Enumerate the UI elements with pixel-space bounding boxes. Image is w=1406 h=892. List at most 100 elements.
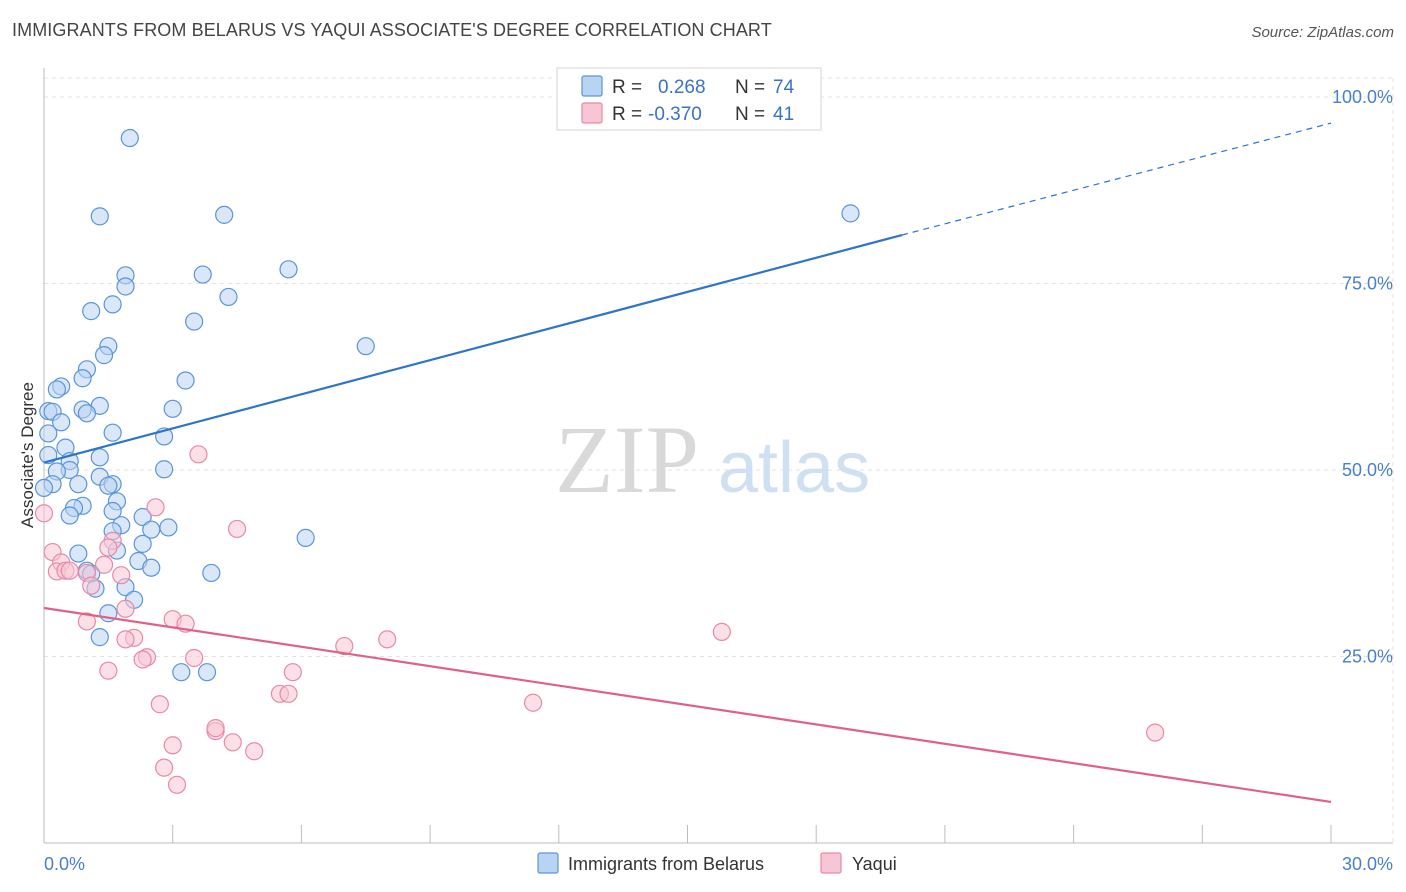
belarus-point-7: [219, 287, 238, 307]
yaqui-point-2: [146, 498, 165, 517]
y-tick-label-2: 75.0%: [1342, 274, 1393, 294]
watermark-zip: ZIP: [555, 406, 699, 513]
belarus-point-60: [202, 563, 221, 583]
belarus-point-38: [69, 475, 88, 494]
legend-n-value-belarus: 74: [773, 77, 795, 98]
belarus-point-25: [52, 413, 71, 432]
legend-n-value-yaqui: 41: [773, 104, 794, 125]
series-legend-label-yaqui: Yaqui: [852, 854, 897, 874]
yaqui-point-21: [378, 630, 397, 649]
y-tick-label-3: 100.0%: [1332, 87, 1393, 107]
watermark-atlas: atlas: [718, 428, 870, 508]
belarus-point-9: [103, 295, 122, 314]
yaqui-point-27: [283, 663, 302, 682]
series-legend-swatch-yaqui: [820, 852, 842, 874]
y-tick-label-0: 25.0%: [1342, 647, 1393, 667]
yaqui-point-39: [1146, 723, 1165, 742]
belarus-point-53: [133, 534, 152, 553]
yaqui-point-36: [245, 742, 264, 761]
belarus-point-23: [163, 399, 182, 418]
legend-r-label-yaqui: R =: [612, 104, 642, 125]
yaqui-point-17: [77, 612, 97, 631]
series-yaqui-points: [34, 445, 1165, 794]
belarus-point-15: [176, 371, 195, 390]
axes: [43, 68, 1393, 844]
yaqui-point-34: [223, 733, 242, 752]
belarus-point-12: [94, 346, 114, 365]
yaqui-point-3: [227, 519, 247, 539]
yaqui-point-25: [185, 648, 204, 668]
yaqui-point-38: [167, 775, 187, 794]
series-belarus-points: [34, 128, 860, 682]
belarus-point-24: [77, 404, 97, 423]
belarus-point-28: [39, 424, 58, 443]
legend-swatch-yaqui: [581, 102, 603, 124]
yaqui-point-12: [112, 566, 131, 585]
yaqui-point-19: [116, 630, 135, 649]
series-legend: Immigrants from Belarus Yaqui: [537, 852, 897, 874]
y-tick-label-1: 50.0%: [1342, 460, 1393, 480]
belarus-point-0: [120, 128, 139, 148]
yaqui-point-30: [150, 695, 169, 714]
yaqui-point-22: [712, 622, 731, 641]
legend-r-label-belarus: R =: [612, 77, 642, 98]
trend-line-belarus-extension: [901, 122, 1332, 236]
belarus-point-16: [73, 369, 92, 388]
belarus-point-52: [296, 528, 315, 547]
trend-lines: [43, 122, 1332, 804]
legend-r-value-belarus: 0.268: [658, 77, 706, 98]
belarus-point-4: [116, 277, 135, 296]
yaqui-point-35: [163, 736, 182, 755]
belarus-point-68: [841, 204, 860, 223]
chart-title: IMMIGRANTS FROM BELARUS VS YAQUI ASSOCIA…: [12, 20, 772, 40]
belarus-point-18: [47, 380, 66, 399]
belarus-point-41: [34, 478, 54, 498]
legend-n-label-yaqui: N =: [735, 104, 765, 125]
yaqui-point-40: [60, 561, 79, 580]
belarus-point-8: [82, 302, 101, 321]
yaqui-point-8: [94, 555, 114, 574]
yaqui-point-26: [99, 661, 118, 680]
x-tick-label-0: 0.0%: [44, 854, 85, 874]
stats-legend: R = 0.268 N = 74 R = -0.370 N = 41: [556, 67, 822, 131]
belarus-point-40: [99, 476, 118, 495]
legend-r-value-yaqui: -0.370: [648, 104, 702, 125]
belarus-point-67: [197, 663, 217, 682]
belarus-point-10: [185, 312, 204, 331]
series-legend-swatch-belarus: [537, 852, 559, 874]
yaqui-point-0: [34, 504, 54, 523]
legend-swatch-belarus: [581, 75, 603, 97]
belarus-point-55: [69, 544, 88, 563]
belarus-point-13: [356, 337, 375, 356]
belarus-point-1: [90, 207, 109, 226]
x-tick-labels: 0.0% 30.0%: [44, 854, 1393, 874]
belarus-point-49: [159, 518, 178, 537]
x-tick-label-1: 30.0%: [1342, 854, 1393, 874]
yaqui-point-13: [82, 576, 101, 595]
watermark: ZIP atlas: [555, 406, 870, 513]
yaqui-point-14: [116, 599, 135, 618]
belarus-point-6: [279, 260, 298, 279]
yaqui-point-29: [279, 684, 298, 703]
belarus-point-47: [133, 507, 152, 527]
trend-line-yaqui: [43, 606, 1332, 804]
y-tick-labels: 25.0% 50.0% 75.0% 100.0%: [1332, 87, 1393, 667]
yaqui-point-33: [206, 719, 225, 738]
belarus-point-31: [90, 448, 109, 467]
belarus-point-2: [215, 205, 234, 224]
belarus-point-65: [90, 628, 109, 647]
trend-line-belarus: [43, 233, 903, 464]
yaqui-point-6: [99, 538, 118, 557]
belarus-point-45: [103, 501, 122, 521]
yaqui-point-31: [523, 693, 543, 712]
belarus-point-66: [172, 663, 191, 682]
yaqui-point-37: [155, 758, 174, 777]
belarus-point-26: [103, 423, 122, 442]
belarus-point-5: [193, 265, 212, 284]
belarus-point-46: [60, 506, 79, 525]
y-axis-label: Associate's Degree: [18, 382, 37, 528]
yaqui-point-1: [189, 445, 208, 464]
series-legend-label-belarus: Immigrants from Belarus: [568, 854, 764, 874]
yaqui-point-24: [133, 650, 152, 669]
belarus-point-35: [155, 460, 174, 479]
